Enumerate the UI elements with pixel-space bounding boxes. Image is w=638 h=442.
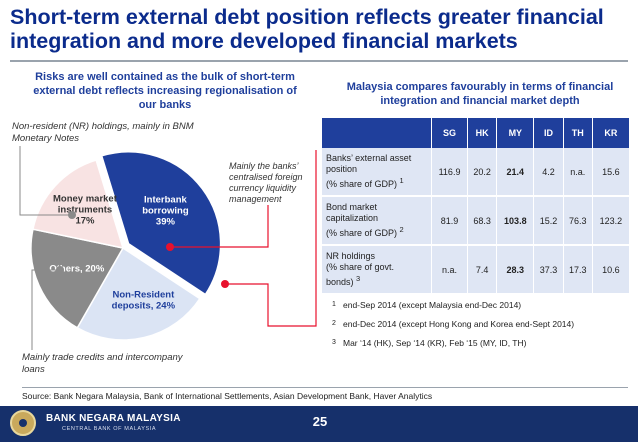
table-row: Banks’ external asset position (% share …: [322, 148, 630, 197]
table-cell: 15.6: [592, 148, 630, 197]
table-cell: 4.2: [534, 148, 564, 197]
table-row: NR holdings (% share of govt. bonds) 3 n…: [322, 246, 630, 295]
table-header-cell: [322, 118, 432, 148]
table-header-row: SG HK MY ID TH KR: [322, 118, 630, 148]
pie-slice-non-resident-deposits: [76, 246, 201, 341]
footer-bar: [0, 406, 638, 442]
table-header-cell: MY: [497, 118, 535, 148]
table-header-cell: TH: [563, 118, 593, 148]
table-header-cell: ID: [534, 118, 564, 148]
table-header-cell: KR: [592, 118, 630, 148]
footnote: 1 end-Sep 2014 (except Malaysia end-Dec 2…: [332, 300, 522, 310]
title-divider: [10, 60, 628, 62]
pie-heading: Risks are well contained as the bulk of …: [33, 71, 297, 111]
source-divider: [22, 387, 628, 388]
row-label: NR holdings (% share of govt. bonds) 3: [322, 246, 432, 295]
callout-line-interbank: [170, 205, 269, 248]
footnote: 3 Mar ‘14 (HK), Sep ‘14 (KR), Feb ‘15 (MY…: [332, 338, 527, 348]
pie-slice-label: Money market: [53, 193, 118, 204]
table-cell-malaysia: 21.4: [497, 148, 535, 197]
financial-integration-table: SG HK MY ID TH KR Banks’ external asset …: [322, 118, 630, 295]
table-cell: 123.2: [592, 197, 630, 246]
pie-slice-interbank-borrowing: [100, 151, 222, 296]
pie-slice-label: 17%: [75, 215, 95, 226]
pie-slice-label: instruments: [58, 204, 112, 215]
pie-slice-label: 39%: [156, 216, 176, 227]
table-row: Bond market capitalization (% share of G…: [322, 197, 630, 246]
table-cell: 76.3: [563, 197, 593, 246]
leader-dot-money-market: [68, 211, 76, 219]
pie-slice-label: borrowing: [142, 205, 189, 216]
table-cell: 7.4: [468, 246, 498, 295]
table-cell: n.a.: [563, 148, 593, 197]
callout-dot-interbank: [166, 243, 174, 251]
pie-slice-others: [30, 228, 125, 329]
annotation-banks-liquidity: Mainly the banks’ centralised foreign cu…: [229, 161, 303, 204]
leader-line-money-market: [19, 146, 72, 216]
bank-logo-icon: [10, 410, 36, 436]
annotation-nr-holdings: Non-resident (NR) holdings, mainly in BN…: [12, 121, 194, 144]
bank-name: BANK NEGARA MALAYSIA: [46, 413, 181, 424]
table-cell: 15.2: [534, 197, 564, 246]
table-cell: 68.3: [468, 197, 498, 246]
table-cell-malaysia: 103.8: [497, 197, 535, 246]
pie-slice-label: Non-Resident: [112, 289, 175, 300]
callout-dot-nonresident: [221, 280, 229, 288]
slide-title: Short-term external debt position reflec…: [10, 5, 604, 53]
table-header-cell: HK: [468, 118, 498, 148]
footnotes: 1 end-Sep 2014 (except Malaysia end-Dec 2…: [332, 300, 632, 357]
annotation-trade-credits: Mainly trade credits and intercompany lo…: [22, 352, 183, 375]
table-cell: 10.6: [592, 246, 630, 295]
row-label: Bond market capitalization (% share of G…: [322, 197, 432, 246]
table-cell: 17.3: [563, 246, 593, 295]
table-header-cell: SG: [432, 118, 469, 148]
row-label: Banks’ external asset position (% share …: [322, 148, 432, 197]
table-cell: n.a.: [432, 246, 469, 295]
pie-slice-label: Interbank: [144, 194, 187, 205]
footnote: 2 end-Dec 2014 (except Hong Kong and Kore…: [332, 319, 575, 329]
page-number: 25: [312, 414, 328, 429]
bank-subtitle: CENTRAL BANK OF MALAYSIA: [62, 426, 157, 432]
table-heading: Malaysia compares favourably in terms of…: [346, 81, 614, 107]
table-cell-malaysia: 28.3: [497, 246, 535, 295]
table-cell: 81.9: [432, 197, 469, 246]
source-note: Source: Bank Negara Malaysia, Bank of In…: [22, 391, 433, 401]
leader-dot-others: [56, 266, 64, 274]
callout-line-nonresident: [225, 150, 317, 327]
pie-slice-money-market-instruments: [32, 159, 125, 249]
pie-slice-label: deposits, 24%: [112, 300, 176, 311]
pie-slice-label: Others, 20%: [49, 264, 104, 275]
leader-line-others: [31, 269, 60, 350]
table-cell: 116.9: [432, 148, 469, 197]
table-cell: 20.2: [468, 148, 498, 197]
table-cell: 37.3: [534, 246, 564, 295]
